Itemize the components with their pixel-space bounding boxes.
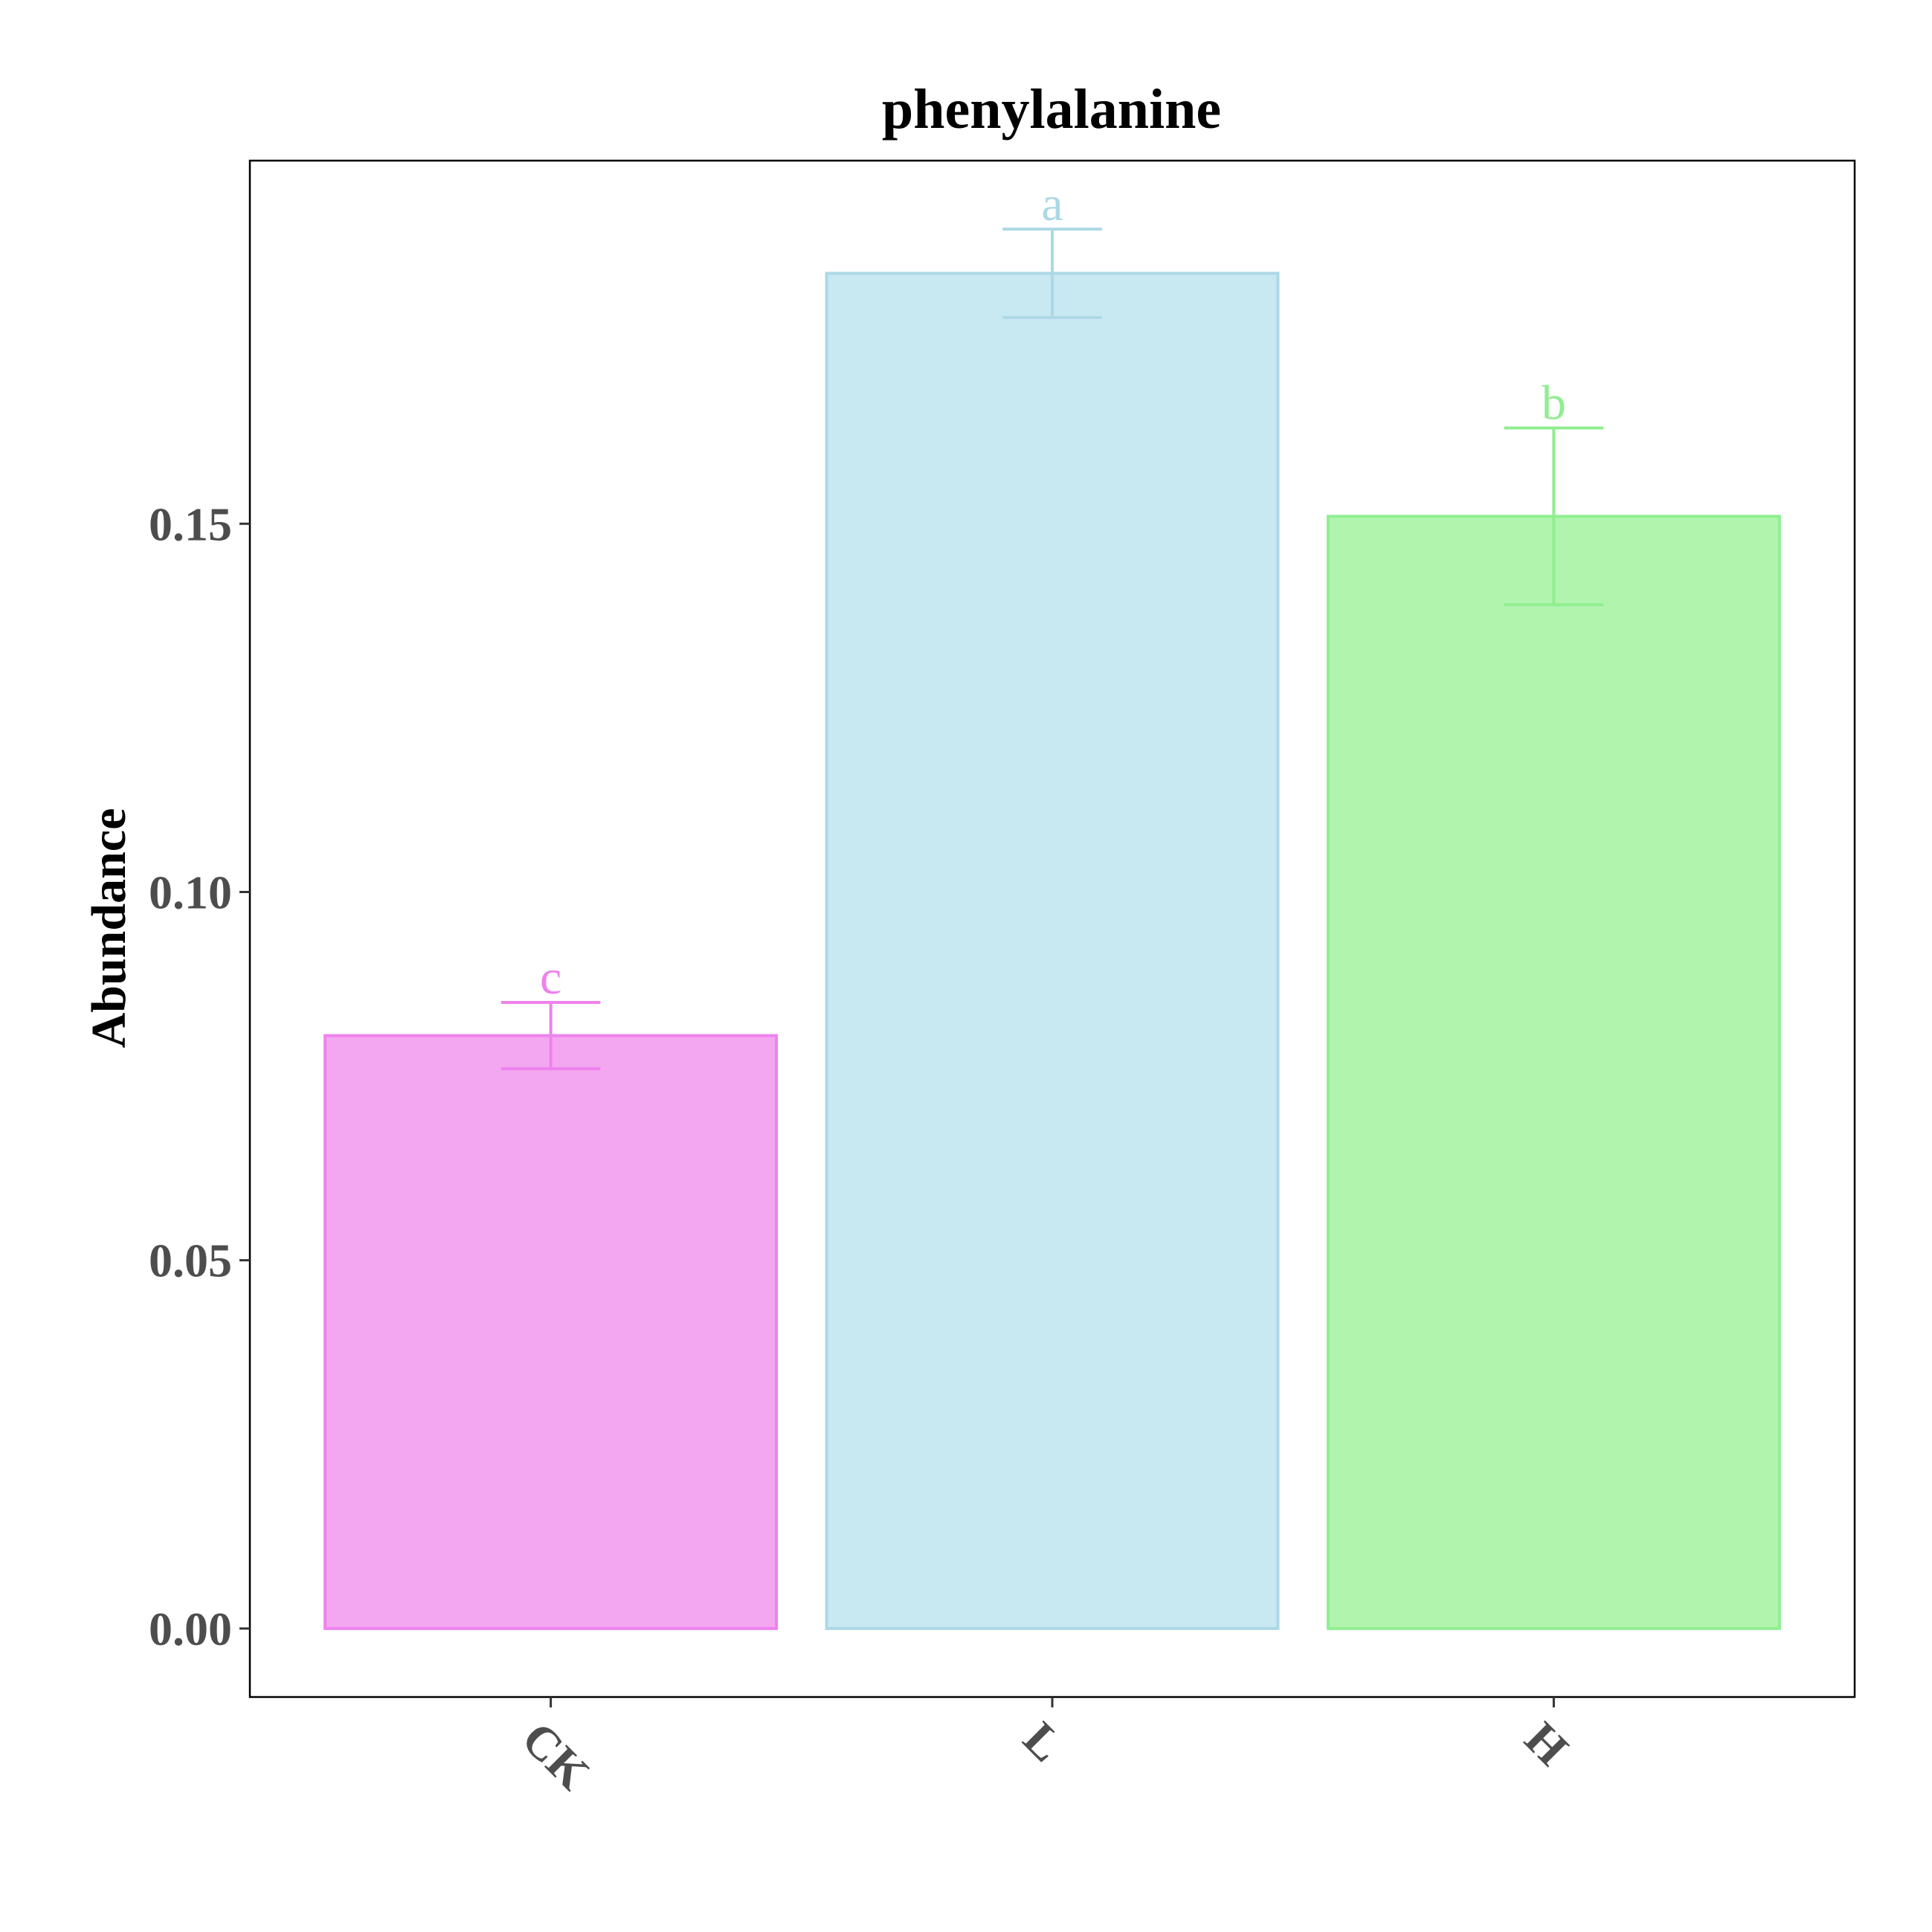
y-tick-label: 0.00 [149, 1603, 232, 1655]
y-tick-label: 0.05 [149, 1234, 232, 1287]
bar-h [1326, 515, 1781, 1630]
y-axis-label: Abundance [82, 808, 136, 1049]
x-axis: CK L H [512, 1697, 1579, 1800]
significance-label-h: b [1542, 376, 1566, 431]
x-tick-label: CK [512, 1712, 599, 1800]
significance-label-ck: c [540, 950, 561, 1005]
bar-ck [323, 1034, 779, 1630]
y-tick-label: 0.10 [149, 866, 232, 918]
significance-label-l: a [1041, 177, 1063, 231]
x-tick-label: L [1014, 1712, 1073, 1771]
y-axis: 0.00 0.05 0.10 0.15 [149, 498, 250, 1655]
bar-l [825, 271, 1280, 1630]
y-tick-label: 0.15 [149, 498, 232, 550]
chart-title: phenylalanine [882, 78, 1221, 141]
plot-area: c a b [323, 177, 1781, 1630]
x-tick-label: H [1515, 1712, 1578, 1775]
